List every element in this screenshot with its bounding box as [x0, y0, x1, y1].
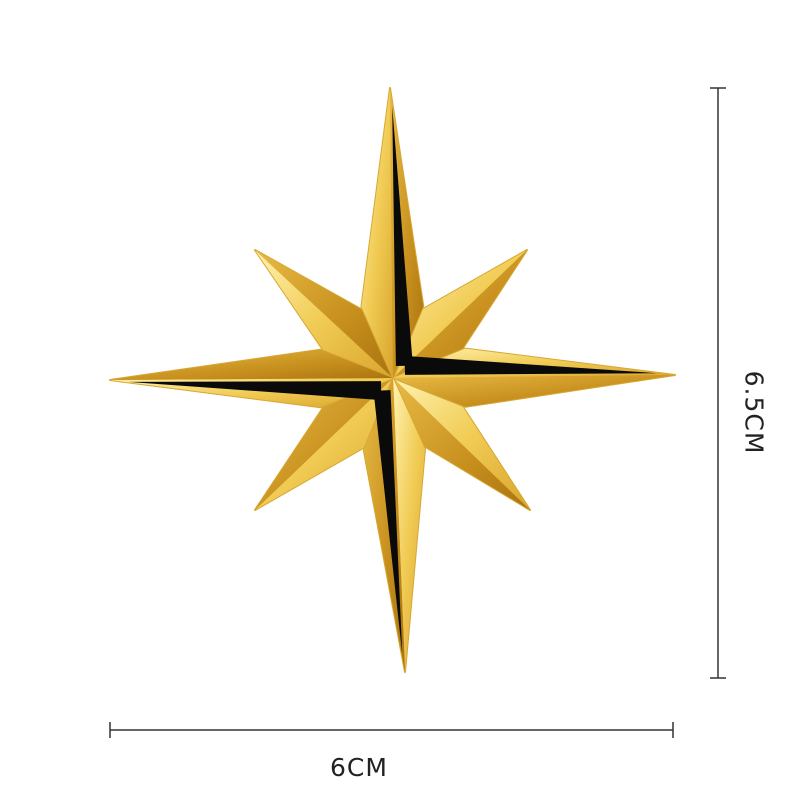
height-dimension-line [710, 87, 726, 679]
diagonal-arm-dark-facet [393, 378, 530, 510]
long-arm-dark-facet [363, 378, 405, 672]
long-arm-dark-facet [110, 349, 393, 380]
diagonal-arm-dark-facet [255, 378, 393, 510]
enamel-inlay [373, 390, 403, 655]
enamel-inlay [128, 381, 382, 401]
width-dimension-line [109, 722, 674, 738]
width-label: 6CM [330, 753, 388, 782]
long-arm-dark-facet [393, 375, 675, 407]
diagonal-arm-dark-facet [393, 250, 527, 378]
long-arm-light-facet [361, 88, 393, 378]
height-label: 6.5CM [739, 370, 769, 455]
enamel-inlay [392, 105, 413, 366]
enamel-inlay [404, 355, 657, 375]
diagonal-arm-dark-facet [255, 250, 393, 378]
long-arm-light-facet [393, 378, 425, 672]
